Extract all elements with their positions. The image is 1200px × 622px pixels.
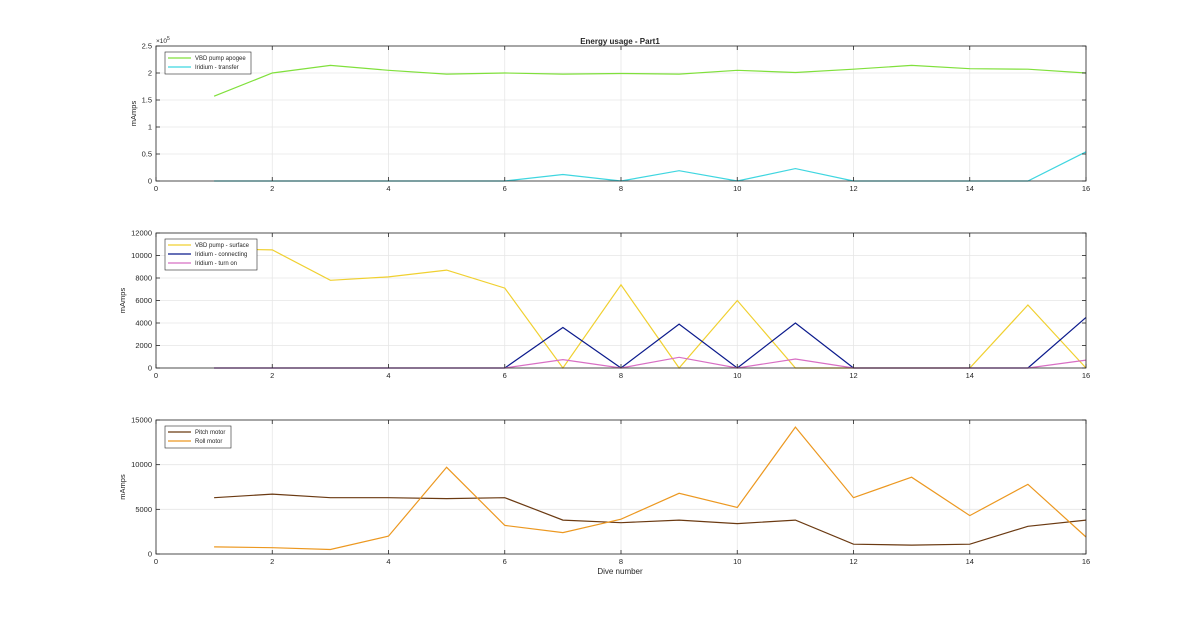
- y-tick-label: 8000: [135, 274, 152, 283]
- y-tick-label: 2.5: [142, 42, 152, 51]
- x-tick-label: 6: [503, 184, 507, 193]
- x-tick-label: 4: [386, 557, 390, 566]
- y-tick-label: 1.5: [142, 96, 152, 105]
- legend-label: VBD pump - surface: [195, 243, 250, 249]
- x-tick-label: 16: [1082, 371, 1090, 380]
- x-tick-label: 10: [733, 371, 741, 380]
- x-tick-label: 2: [270, 184, 274, 193]
- legend-label: Roll motor: [195, 439, 222, 445]
- legend: Pitch motor Roll motor: [164, 425, 232, 449]
- x-tick-label: 12: [849, 184, 857, 193]
- y-exponent-label: ×105: [156, 36, 170, 45]
- y-tick-label: 6000: [135, 296, 152, 305]
- y-axis-label: mAmps: [129, 101, 138, 127]
- legend-label: Pitch motor: [195, 430, 225, 436]
- y-tick-label: 2000: [135, 341, 152, 350]
- series-line-2: [214, 426, 1087, 551]
- y-axis-label: mAmps: [118, 474, 127, 500]
- legend-label: Iridium - connecting: [195, 252, 247, 258]
- series-line-1: [213, 64, 1087, 97]
- legend: VBD pump apogee Iridium - transfer: [164, 51, 252, 75]
- y-axis-label: mAmps: [118, 288, 127, 314]
- x-tick-label: 8: [619, 371, 623, 380]
- x-axis-label: Dive number: [597, 567, 643, 576]
- x-tick-label: 2: [270, 557, 274, 566]
- y-tick-label: 12000: [131, 229, 152, 238]
- subplot-1: 0 2 4 6 8 10 12 14 16 0 0.5 1 1.5 2 2.5 ×105 mAmps VBD pu…: [129, 36, 1090, 193]
- x-tick-label: 14: [966, 184, 974, 193]
- x-tick-label: 10: [733, 557, 741, 566]
- x-tick-label: 6: [503, 557, 507, 566]
- x-tick-label: 0: [154, 371, 158, 380]
- x-tick-label: 12: [849, 557, 857, 566]
- legend-label: Iridium - turn on: [195, 261, 237, 267]
- subplot-2: 0 2 4 6 8 10 12 14 16 0 2000 4000 6000 8000 10000 12000…: [118, 229, 1090, 381]
- x-tick-label: 0: [154, 557, 158, 566]
- x-tick-label: 2: [270, 371, 274, 380]
- x-tick-label: 14: [966, 371, 974, 380]
- legend-label: VBD pump apogee: [195, 56, 246, 62]
- y-tick-label: 0: [148, 364, 152, 373]
- x-tick-label: 4: [386, 184, 390, 193]
- y-tick-label: 1: [148, 123, 152, 132]
- y-tick-label: 10000: [131, 251, 152, 260]
- x-tick-label: 16: [1082, 184, 1090, 193]
- x-tick-label: 14: [966, 557, 974, 566]
- legend: VBD pump - surface Iridium - connecting Ir…: [164, 238, 258, 271]
- x-tick-label: 8: [619, 557, 623, 566]
- subplot-3: 0 2 4 6 8 10 12 14 16 0 5000 10000 15000 mAmps Pitch m…: [118, 416, 1090, 567]
- x-tick-label: 16: [1082, 557, 1090, 566]
- figure-title: Energy usage - Part1: [580, 37, 660, 46]
- x-tick-label: 8: [619, 184, 623, 193]
- y-tick-label: 5000: [135, 505, 152, 514]
- x-tick-label: 6: [503, 371, 507, 380]
- x-tick-label: 0: [154, 184, 158, 193]
- series-line-1: [214, 493, 1087, 546]
- y-tick-label: 4000: [135, 319, 152, 328]
- y-tick-label: 0.5: [142, 150, 152, 159]
- y-tick-label: 0: [148, 177, 152, 186]
- y-tick-label: 0: [148, 550, 152, 559]
- legend-label: Iridium - transfer: [195, 65, 239, 71]
- y-tick-label: 10000: [131, 460, 152, 469]
- x-tick-label: 10: [733, 184, 741, 193]
- x-tick-label: 4: [386, 371, 390, 380]
- y-tick-label: 2: [148, 69, 152, 78]
- x-tick-label: 12: [849, 371, 857, 380]
- y-tick-label: 15000: [131, 416, 152, 425]
